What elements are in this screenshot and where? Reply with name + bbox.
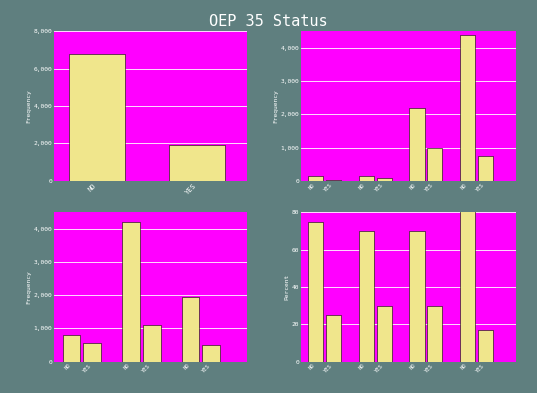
Bar — [427, 306, 442, 362]
Bar — [69, 54, 126, 181]
Bar — [122, 222, 140, 362]
Bar — [477, 330, 493, 362]
Bar — [409, 108, 425, 181]
Text: C: C — [424, 214, 428, 220]
Bar — [143, 325, 161, 362]
Bar — [460, 35, 475, 181]
Bar — [359, 176, 374, 181]
Bar — [376, 178, 391, 181]
Text: B: B — [373, 214, 378, 220]
Bar — [326, 315, 341, 362]
Bar — [460, 203, 475, 362]
Bar — [308, 222, 323, 362]
Bar — [83, 343, 101, 362]
Bar — [63, 335, 81, 362]
Bar — [376, 306, 391, 362]
Bar — [359, 231, 374, 362]
Bar — [326, 180, 341, 181]
Bar — [169, 145, 225, 181]
Y-axis label: Frequency: Frequency — [26, 270, 31, 304]
Y-axis label: Frequency: Frequency — [26, 89, 31, 123]
Bar — [182, 297, 199, 362]
Bar — [308, 176, 323, 181]
Y-axis label: Frequency: Frequency — [273, 89, 278, 123]
Text: D: D — [474, 214, 478, 220]
Bar — [202, 345, 220, 362]
Text: A: A — [323, 214, 327, 220]
Text: OEP 35 Status: OEP 35 Status — [209, 14, 328, 29]
Bar — [427, 148, 442, 181]
Y-axis label: Percent: Percent — [284, 274, 289, 300]
Bar — [477, 156, 493, 181]
Bar — [409, 231, 425, 362]
